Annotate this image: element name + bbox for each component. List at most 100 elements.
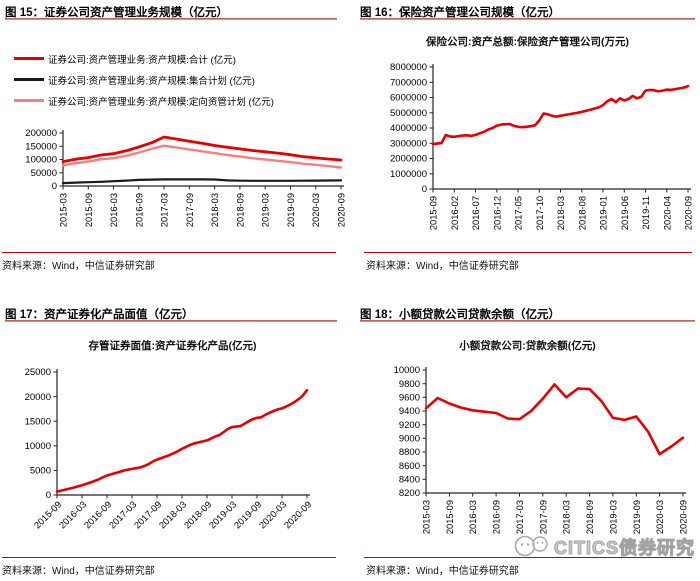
x-tick-label: 2019-03 <box>261 193 271 227</box>
securities-asset-management-line-chart: 0 50000 100000 150000 200000 2015-03 2015-09 20… <box>25 128 347 227</box>
x-tick-label: 2018-03 <box>210 193 220 227</box>
x-tick-label: 2019-01 <box>599 196 609 230</box>
y-tick-label: 150000 <box>25 141 57 152</box>
figure-16-title-underline <box>360 18 695 20</box>
y-tick-label: 4000000 <box>390 123 427 134</box>
y-tick-label: 200000 <box>25 128 57 139</box>
x-tick-label: 2017-09 <box>185 193 195 227</box>
x-tick-label: 2019-09 <box>632 500 642 534</box>
legend-label: 证券公司:资产管理业务:资产规模:合计 (亿元) <box>48 54 236 66</box>
figure-15-source-separator <box>2 252 336 253</box>
y-tick-label: 6000000 <box>390 93 427 104</box>
x-tick-label: 2020-09 <box>679 500 689 534</box>
figure-15-source-note: 资料来源：Wind，中信证券研究部 <box>2 261 155 272</box>
figure-15-legend: 证券公司:资产管理业务:资产规模:合计 (亿元) 证券公司:资产管理业务:资产规模… <box>14 48 274 111</box>
x-tick-label: 2015-09 <box>84 193 94 227</box>
x-tick-label: 2020-09 <box>282 499 313 530</box>
x-tick-label: 2018-03 <box>556 196 566 230</box>
x-tick-label: 2020-03 <box>655 500 665 534</box>
legend-line-swatch <box>14 78 44 81</box>
figure-18-series-title: 小额贷款公司:贷款余额(亿元) <box>459 340 596 352</box>
y-tick-label: 9800 <box>399 379 420 390</box>
y-tick-label: 1000000 <box>390 169 427 180</box>
x-tick-label: 2016-03 <box>468 500 478 534</box>
y-tick-label: 9000 <box>399 434 420 445</box>
axes <box>56 369 310 496</box>
y-tick-label: 7000000 <box>390 77 427 88</box>
figure-16-title: 图 16：保险资产管理公司规模（亿元） <box>360 7 560 19</box>
x-tick-label: 2018-09 <box>585 500 595 534</box>
x-tick-label: 2016-12 <box>492 196 502 230</box>
y-tick-label: 3000000 <box>390 139 427 150</box>
figure-17-source-separator <box>2 557 336 558</box>
x-tick-label: 2017-09 <box>538 500 548 534</box>
figure-18-title: 图 18：小额贷款公司贷款余额（亿元） <box>360 309 560 321</box>
x-tick-label: 2018-03 <box>562 500 572 534</box>
axes <box>432 64 691 190</box>
insurance-asset-management-line-chart: 0 1000000 2000000 3000000 4000000 5000000 6000… <box>390 62 693 230</box>
legend-line-swatch <box>14 99 44 102</box>
series-line <box>431 84 690 146</box>
x-tick-label: 2015-09 <box>445 500 455 534</box>
x-tick-label: 2019-06 <box>620 196 630 230</box>
figure-17-title-underline <box>5 320 337 322</box>
y-tick-label: 9600 <box>399 393 420 404</box>
y-tick-label: 20000 <box>25 392 51 403</box>
y-tick-label: 2000000 <box>390 154 427 165</box>
x-tick-label: 2019-03 <box>608 500 618 534</box>
figure-18-source-separator <box>364 557 692 558</box>
y-tick-label: 9200 <box>399 420 420 431</box>
y-tick-label: 10000 <box>394 365 420 376</box>
y-tick-label: 0 <box>52 181 57 192</box>
x-tick-label: 2017-03 <box>160 193 170 227</box>
legend-item: 证券公司:资产管理业务:资产规模:集合计划 (亿元) <box>14 69 274 90</box>
x-tick-label: 2015-03 <box>59 193 69 227</box>
x-tick-label: 2015-03 <box>422 500 432 534</box>
y-tick-label: 10000 <box>25 441 51 452</box>
y-tick-label: 8400 <box>399 475 420 486</box>
y-tick-label: 8800 <box>399 447 420 458</box>
x-tick-label: 2016-07 <box>471 196 481 230</box>
x-tick-label: 2018-08 <box>577 196 587 230</box>
figure-18-title-underline <box>360 320 695 322</box>
figure-17-title: 图 17：资产证券化产品面值（亿元） <box>5 309 194 321</box>
x-tick-label: 2017-03 <box>515 500 525 534</box>
series-line <box>61 144 343 169</box>
figure-15-title-underline <box>5 18 337 20</box>
series-line <box>55 388 309 493</box>
figure-16-series-title: 保险公司:资产总额:保险资产管理公司(万元) <box>426 36 629 48</box>
x-tick-label: 2016-02 <box>450 196 460 230</box>
figure-17-source-note: 资料来源：Wind，中信证券研究部 <box>2 566 155 577</box>
y-tick-label: 9400 <box>399 406 420 417</box>
x-tick-label: 2020-09 <box>337 193 347 227</box>
legend-line-swatch <box>14 57 44 60</box>
series-line <box>61 178 343 185</box>
x-tick-label: 2016-09 <box>134 193 144 227</box>
x-tick-label: 2017-05 <box>514 196 524 230</box>
legend-label: 证券公司:资产管理业务:资产规模:定向资管计划 (亿元) <box>48 96 274 108</box>
y-tick-label: 50000 <box>31 168 57 179</box>
y-tick-label: 8000000 <box>390 62 427 73</box>
x-tick-label: 2019-11 <box>641 196 651 229</box>
legend-item: 证券公司:资产管理业务:资产规模:合计 (亿元) <box>14 48 274 69</box>
microloan-balance-line-chart: 8200 8400 8600 8800 9000 9200 9400 9600 9800 1000… <box>394 365 689 534</box>
y-tick-label: 5000 <box>30 466 51 477</box>
y-tick-label: 0 <box>46 490 51 501</box>
y-tick-label: 8200 <box>399 488 420 499</box>
y-tick-label: 5000000 <box>390 108 427 119</box>
x-tick-label: 2019-09 <box>286 193 296 227</box>
y-tick-label: 25000 <box>25 367 51 378</box>
legend-label: 证券公司:资产管理业务:资产规模:集合计划 (亿元) <box>48 75 255 87</box>
y-tick-label: 100000 <box>25 155 57 166</box>
series-line <box>61 135 343 163</box>
legend-item: 证券公司:资产管理业务:资产规模:定向资管计划 (亿元) <box>14 90 274 111</box>
figure-16-source-note: 资料来源：Wind，中信证券研究部 <box>366 261 519 272</box>
x-tick-label: 2016-09 <box>492 500 502 534</box>
x-tick-label: 2015-09 <box>429 196 439 230</box>
figure-15-title: 图 15：证券公司资产管理业务规模（亿元） <box>5 7 228 19</box>
abs-product-face-value-line-chart: 05000100001500020000250002015-092016-032… <box>25 367 314 530</box>
y-tick-label: 0 <box>422 184 427 195</box>
x-tick-label: 2020-04 <box>662 196 672 230</box>
x-tick-label: 2017-10 <box>535 196 545 230</box>
x-tick-label: 2020-03 <box>311 193 321 227</box>
